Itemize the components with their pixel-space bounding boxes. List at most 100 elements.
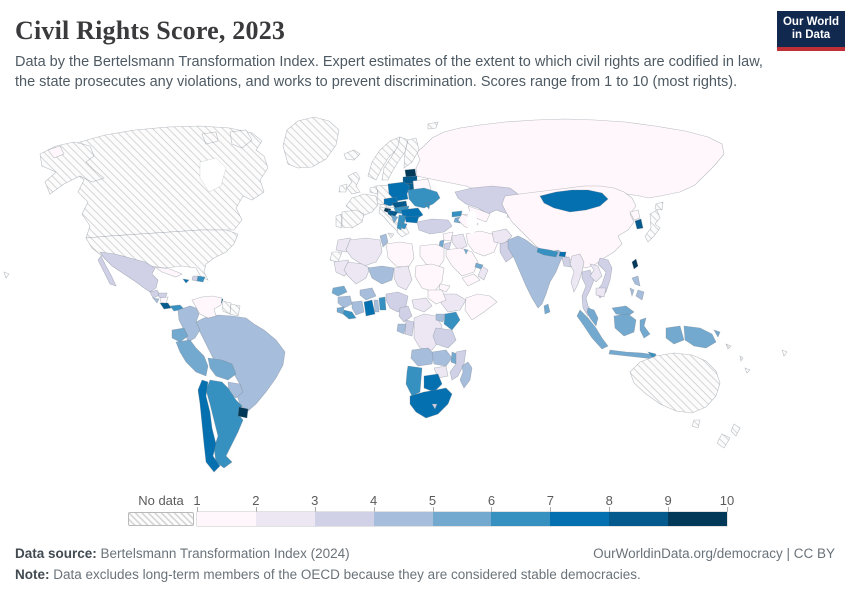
country-iran[interactable] xyxy=(465,230,499,257)
country-poland[interactable] xyxy=(387,181,411,202)
country-jordan[interactable] xyxy=(443,241,452,251)
country-benin[interactable] xyxy=(378,296,387,311)
country-syria[interactable] xyxy=(442,231,454,242)
country-guyana[interactable] xyxy=(221,300,232,315)
legend-bin[interactable] xyxy=(314,512,374,526)
country-russia[interactable] xyxy=(415,118,725,199)
country-cambodia[interactable] xyxy=(595,287,607,298)
country-uruguay[interactable] xyxy=(237,406,249,419)
country-senegal[interactable] xyxy=(331,285,348,297)
country-iceland[interactable] xyxy=(343,149,361,161)
country-mexico[interactable] xyxy=(97,251,159,293)
country-dominican-republic[interactable] xyxy=(196,275,206,283)
country-uganda[interactable] xyxy=(435,313,446,323)
country-taiwan[interactable] xyxy=(631,258,639,270)
country-angola[interactable] xyxy=(410,347,435,367)
country-greenland[interactable] xyxy=(282,116,340,169)
country-togo[interactable] xyxy=(373,299,380,313)
legend-bin[interactable] xyxy=(550,512,610,526)
legend-bin[interactable] xyxy=(609,512,669,526)
country-russia-chukotka[interactable] xyxy=(47,145,65,159)
country-lesotho[interactable] xyxy=(431,403,438,410)
legend-bin[interactable] xyxy=(491,512,551,526)
country-svalbard[interactable] xyxy=(427,121,439,130)
legend-bin[interactable] xyxy=(255,512,315,526)
country-gabon[interactable] xyxy=(396,323,407,335)
country-ethiopia[interactable] xyxy=(440,293,467,313)
country-cuba[interactable] xyxy=(154,266,183,278)
country-uae[interactable] xyxy=(474,262,484,270)
country-saudi-arabia[interactable] xyxy=(445,247,479,277)
country-chile[interactable] xyxy=(197,379,221,473)
country-united-states-hawaii[interactable] xyxy=(3,271,10,279)
country-tanzania[interactable] xyxy=(432,327,457,349)
country-ecuador[interactable] xyxy=(171,327,189,343)
country-south-sudan[interactable] xyxy=(427,289,447,305)
country-bolivia[interactable] xyxy=(207,357,237,381)
country-el-salvador[interactable] xyxy=(152,297,160,304)
country-north-korea[interactable] xyxy=(629,209,641,221)
country-new-zealand[interactable] xyxy=(716,423,741,449)
country-venezuela[interactable] xyxy=(191,295,223,319)
country-oman[interactable] xyxy=(477,265,489,281)
country-yemen[interactable] xyxy=(461,273,481,287)
country-new-caledonia[interactable] xyxy=(744,367,751,374)
country-north-macedonia[interactable] xyxy=(400,222,408,230)
country-solomon-islands[interactable] xyxy=(725,343,732,350)
country-brazil[interactable] xyxy=(195,314,286,413)
country-moldova[interactable] xyxy=(423,201,431,210)
country-liberia[interactable] xyxy=(342,309,357,320)
country-ivory-coast[interactable] xyxy=(351,300,365,316)
country-myanmar[interactable] xyxy=(569,253,585,293)
country-sri-lanka[interactable] xyxy=(543,303,551,315)
country-canada[interactable] xyxy=(57,125,269,239)
country-canada-victoria[interactable] xyxy=(201,131,219,145)
country-jamaica[interactable] xyxy=(182,278,190,284)
country-mali[interactable] xyxy=(343,261,371,285)
legend-bin[interactable] xyxy=(373,512,433,526)
country-philippines[interactable] xyxy=(629,275,645,301)
country-mongolia[interactable] xyxy=(539,189,609,213)
country-south-africa[interactable] xyxy=(409,387,453,419)
owid-logo[interactable]: Our World in Data xyxy=(777,11,845,51)
country-ireland[interactable] xyxy=(338,183,348,193)
country-western-sahara[interactable] xyxy=(329,251,343,263)
country-suriname[interactable] xyxy=(229,303,241,317)
country-turkey[interactable] xyxy=(416,218,453,235)
legend-no-data-swatch[interactable] xyxy=(128,512,194,526)
country-south-korea[interactable] xyxy=(634,218,644,230)
country-guinea[interactable] xyxy=(337,295,353,309)
country-malaysia[interactable] xyxy=(586,305,635,327)
country-madagascar[interactable] xyxy=(459,361,473,389)
country-nepal[interactable] xyxy=(536,247,559,258)
country-papua-new-guinea[interactable] xyxy=(683,325,721,349)
country-sudan[interactable] xyxy=(414,263,445,293)
country-vanuatu[interactable] xyxy=(739,355,744,362)
country-libya[interactable] xyxy=(385,241,415,269)
country-japan[interactable] xyxy=(644,201,664,243)
country-portugal[interactable] xyxy=(335,213,343,229)
country-bhutan[interactable] xyxy=(558,251,567,258)
country-fiji[interactable] xyxy=(781,349,788,357)
country-egypt[interactable] xyxy=(419,243,445,269)
country-spain[interactable] xyxy=(341,209,365,229)
country-sierra-leone[interactable] xyxy=(336,306,345,315)
country-cameroon[interactable] xyxy=(398,305,413,323)
country-netherlands[interactable] xyxy=(369,185,379,195)
legend-bin[interactable] xyxy=(432,512,492,526)
country-niger[interactable] xyxy=(367,265,395,285)
country-peru[interactable] xyxy=(175,339,209,377)
country-mozambique[interactable] xyxy=(449,349,467,381)
owid-link[interactable]: OurWorldinData.org/democracy | CC BY xyxy=(593,546,835,561)
country-chad[interactable] xyxy=(393,265,413,291)
country-algeria[interactable] xyxy=(345,237,383,267)
country-canada-baffin[interactable] xyxy=(229,129,253,149)
country-ghana[interactable] xyxy=(363,299,376,317)
country-botswana[interactable] xyxy=(423,373,443,393)
country-car[interactable] xyxy=(411,297,433,313)
country-namibia[interactable] xyxy=(405,365,423,397)
country-ukraine[interactable] xyxy=(407,187,441,209)
country-finland[interactable] xyxy=(403,137,420,169)
country-kuwait[interactable] xyxy=(463,248,469,255)
country-bangladesh[interactable] xyxy=(561,256,572,268)
